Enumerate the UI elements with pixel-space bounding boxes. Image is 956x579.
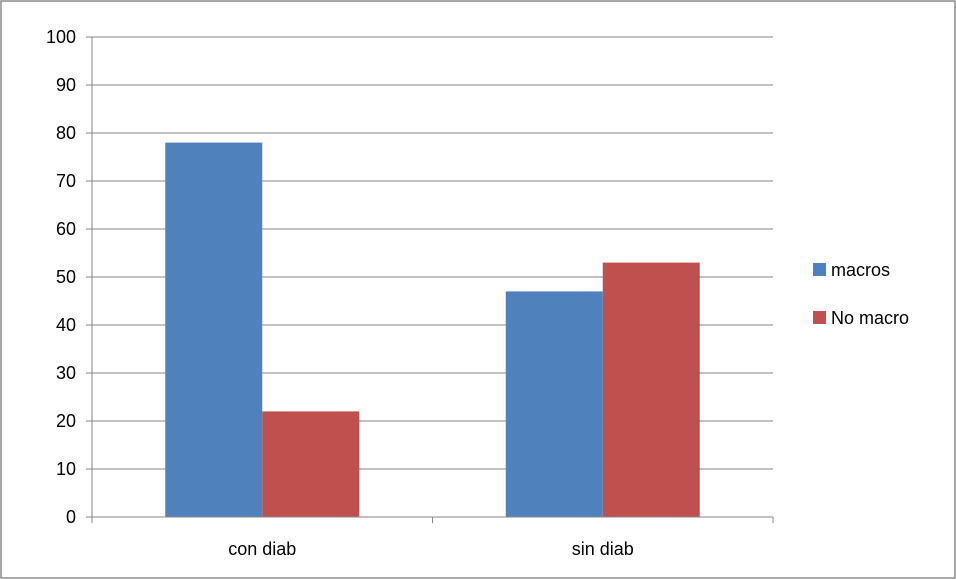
x-axis: con diab sin diab — [91, 517, 774, 559]
legend-label: No macro — [831, 308, 909, 328]
y-tick-label: 20 — [56, 411, 76, 431]
bar-no-macro-sin-diab — [602, 262, 700, 517]
y-tick-label: 0 — [66, 507, 76, 527]
legend-swatch — [813, 311, 826, 324]
y-tick-label: 40 — [56, 315, 76, 335]
y-tick-label: 60 — [56, 219, 76, 239]
bar-no-macro-con-diab — [262, 411, 360, 517]
y-axis: 0 10 20 30 40 50 60 70 80 90 100 — [46, 27, 92, 527]
y-tick-label: 50 — [56, 267, 76, 287]
y-tick-label: 70 — [56, 171, 76, 191]
y-tick-label: 30 — [56, 363, 76, 383]
legend-swatch — [813, 263, 826, 276]
x-tick-label: sin diab — [572, 539, 634, 559]
bar-macros-sin-diab — [505, 291, 603, 517]
bar-macros-con-diab — [165, 142, 263, 517]
y-tick-label: 80 — [56, 123, 76, 143]
y-tick-label: 100 — [46, 27, 76, 47]
bars — [165, 142, 700, 517]
legend: macros No macro — [813, 260, 909, 328]
y-tick-label: 90 — [56, 75, 76, 95]
x-tick-label: con diab — [228, 539, 296, 559]
y-tick-label: 10 — [56, 459, 76, 479]
legend-label: macros — [831, 260, 890, 280]
